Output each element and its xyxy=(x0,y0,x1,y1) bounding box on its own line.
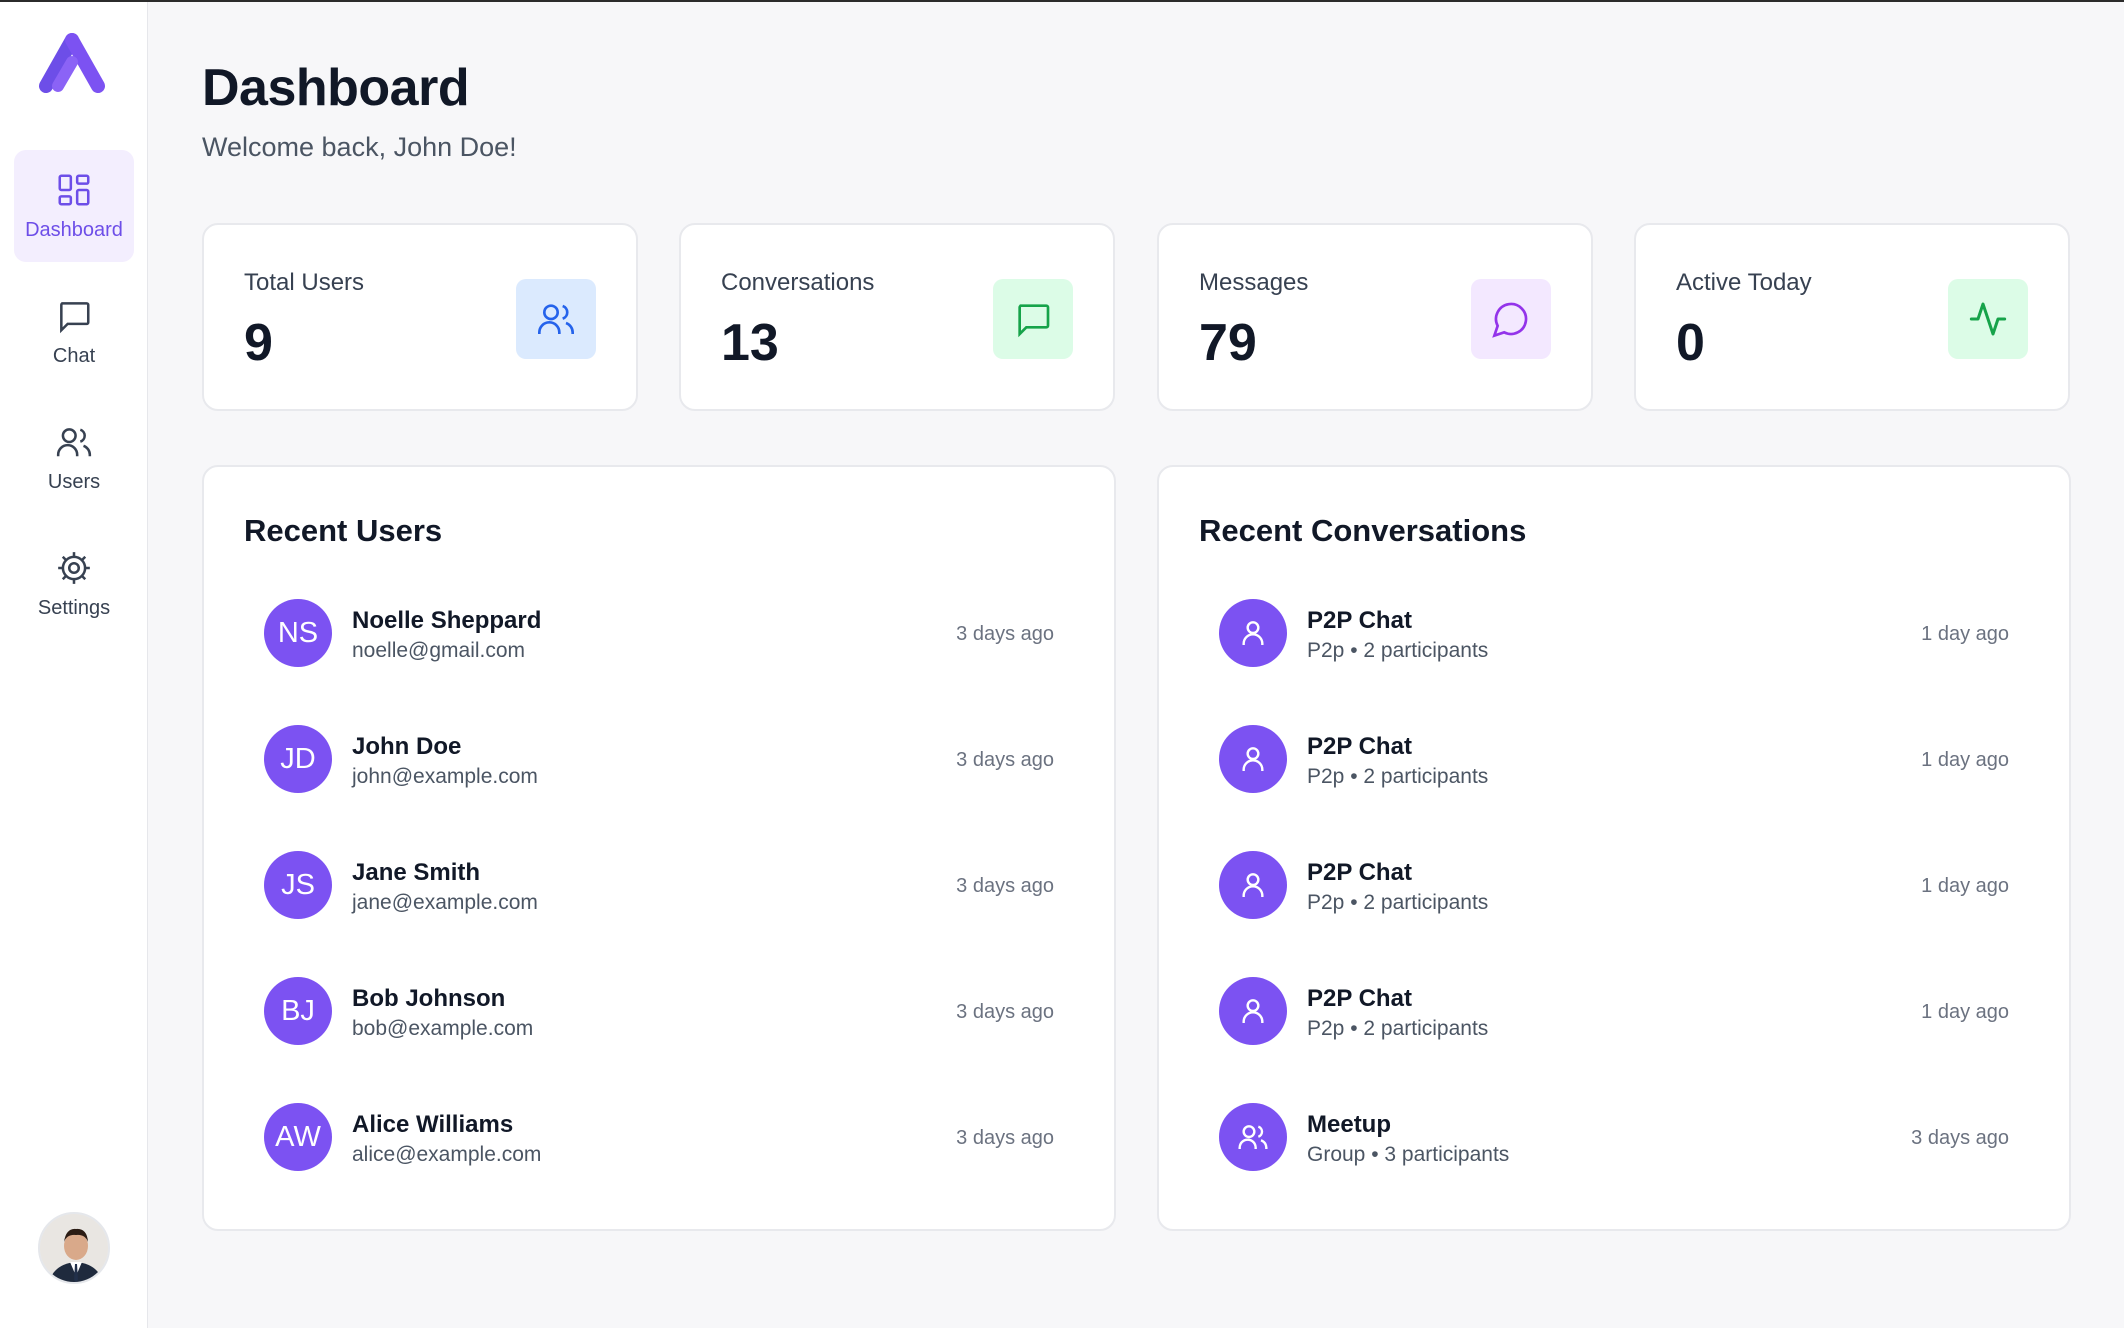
conversation-detail: P2p • 2 participants xyxy=(1307,639,1489,662)
user-icon xyxy=(1242,747,1264,771)
gear-icon xyxy=(58,551,90,584)
sidebar-item-label: Dashboard xyxy=(25,218,123,241)
sidebar-item-settings[interactable]: Settings xyxy=(14,528,134,640)
conversation-detail: Group • 3 participants xyxy=(1307,1143,1510,1166)
stat-value: 79 xyxy=(1199,314,1257,372)
sidebar-item-chat[interactable]: Chat xyxy=(14,276,134,388)
user-icon xyxy=(1242,873,1264,897)
list-item[interactable]: P2P Chat P2p • 2 participants 1 day ago xyxy=(1199,957,2029,1067)
list-item[interactable]: NS Noelle Sheppard noelle@gmail.com 3 da… xyxy=(244,579,1074,689)
user-avatar[interactable] xyxy=(38,1212,110,1284)
user-initials-avatar: NS xyxy=(264,599,332,667)
user-name: John Doe xyxy=(352,733,462,760)
stat-card-total-users: Total Users 9 xyxy=(202,223,638,411)
sidebar-item-label: Chat xyxy=(52,344,96,367)
users-icon xyxy=(1238,1125,1268,1149)
chat-square-icon xyxy=(1018,304,1050,338)
timestamp: 3 days ago xyxy=(956,623,1054,645)
list-item[interactable]: AW Alice Williams alice@example.com 3 da… xyxy=(244,1083,1074,1193)
conversation-name: Meetup xyxy=(1307,1111,1391,1138)
stat-card-conversations: Conversations 13 xyxy=(679,223,1115,411)
conversation-detail: P2p • 2 participants xyxy=(1307,1017,1489,1040)
stat-value: 13 xyxy=(721,314,779,372)
timestamp: 1 day ago xyxy=(1921,1001,2009,1023)
conversation-avatar xyxy=(1219,1103,1287,1171)
user-initials-avatar: JS xyxy=(264,851,332,919)
users-icon xyxy=(538,304,574,334)
conversation-avatar xyxy=(1219,851,1287,919)
timestamp: 3 days ago xyxy=(1911,1127,2009,1149)
conversation-avatar xyxy=(1219,599,1287,667)
timestamp: 1 day ago xyxy=(1921,749,2009,771)
recent-users-panel: Recent Users NS Noelle Sheppard noelle@g… xyxy=(202,465,1116,1231)
stat-icon-box xyxy=(1948,279,2028,359)
conversation-avatar xyxy=(1219,725,1287,793)
stat-label: Conversations xyxy=(721,269,875,296)
user-email: john@example.com xyxy=(352,765,538,788)
message-circle-icon xyxy=(1492,302,1528,338)
user-name: Jane Smith xyxy=(352,859,481,886)
stat-icon-box xyxy=(993,279,1073,359)
user-initials-avatar: JD xyxy=(264,725,332,793)
conversation-name: P2P Chat xyxy=(1307,733,1412,760)
layout-grid-icon xyxy=(58,173,90,206)
timestamp: 3 days ago xyxy=(956,1127,1054,1149)
panel-title: Recent Conversations xyxy=(1199,513,1527,548)
logo-icon xyxy=(39,33,105,93)
stat-label: Active Today xyxy=(1676,269,1812,296)
sidebar-item-users[interactable]: Users xyxy=(14,402,134,514)
sidebar-item-label: Users xyxy=(47,470,101,493)
stat-icon-box xyxy=(516,279,596,359)
list-item[interactable]: P2P Chat P2p • 2 participants 1 day ago xyxy=(1199,705,2029,815)
recent-conversations-panel: Recent Conversations P2P Chat P2p • 2 pa… xyxy=(1157,465,2071,1231)
avatar-photo xyxy=(40,1214,108,1282)
user-icon xyxy=(1242,999,1264,1023)
app-logo[interactable] xyxy=(38,32,110,94)
list-item[interactable]: Meetup Group • 3 participants 3 days ago xyxy=(1199,1083,2029,1193)
panel-title: Recent Users xyxy=(244,513,443,548)
conversation-avatar xyxy=(1219,977,1287,1045)
conversation-detail: P2p • 2 participants xyxy=(1307,891,1489,914)
conversation-name: P2P Chat xyxy=(1307,607,1412,634)
stat-value: 0 xyxy=(1676,314,1705,372)
list-item[interactable]: JS Jane Smith jane@example.com 3 days ag… xyxy=(244,831,1074,941)
timestamp: 1 day ago xyxy=(1921,623,2009,645)
user-email: alice@example.com xyxy=(352,1143,542,1166)
activity-icon xyxy=(1969,302,2007,336)
user-email: bob@example.com xyxy=(352,1017,534,1040)
user-email: jane@example.com xyxy=(352,891,538,914)
list-item[interactable]: P2P Chat P2p • 2 participants 1 day ago xyxy=(1199,579,2029,689)
stat-value: 9 xyxy=(244,314,273,372)
stat-label: Messages xyxy=(1199,269,1309,296)
welcome-message: Welcome back, John Doe! xyxy=(202,132,517,162)
user-initials-avatar: AW xyxy=(264,1103,332,1171)
page-title: Dashboard xyxy=(202,59,470,117)
stat-card-active-today: Active Today 0 xyxy=(1634,223,2070,411)
sidebar-item-dashboard[interactable]: Dashboard xyxy=(14,150,134,262)
chat-bubble-icon xyxy=(60,301,90,333)
user-icon xyxy=(1242,621,1264,645)
user-name: Bob Johnson xyxy=(352,985,506,1012)
conversation-detail: P2p • 2 participants xyxy=(1307,765,1489,788)
timestamp: 3 days ago xyxy=(956,749,1054,771)
stat-label: Total Users xyxy=(244,269,365,296)
stat-card-messages: Messages 79 xyxy=(1157,223,1593,411)
user-initials-avatar: BJ xyxy=(264,977,332,1045)
user-email: noelle@gmail.com xyxy=(352,639,526,662)
timestamp: 3 days ago xyxy=(956,1001,1054,1023)
user-name: Alice Williams xyxy=(352,1111,514,1138)
timestamp: 3 days ago xyxy=(956,875,1054,897)
stat-icon-box xyxy=(1471,279,1551,359)
list-item[interactable]: JD John Doe john@example.com 3 days ago xyxy=(244,705,1074,815)
sidebar: Dashboard Chat Users Settings xyxy=(0,2,148,1328)
user-name: Noelle Sheppard xyxy=(352,607,542,634)
timestamp: 1 day ago xyxy=(1921,875,2009,897)
users-icon xyxy=(56,427,92,456)
list-item[interactable]: BJ Bob Johnson bob@example.com 3 days ag… xyxy=(244,957,1074,1067)
conversation-name: P2P Chat xyxy=(1307,859,1412,886)
conversation-name: P2P Chat xyxy=(1307,985,1412,1012)
sidebar-item-label: Settings xyxy=(37,596,111,619)
list-item[interactable]: P2P Chat P2p • 2 participants 1 day ago xyxy=(1199,831,2029,941)
